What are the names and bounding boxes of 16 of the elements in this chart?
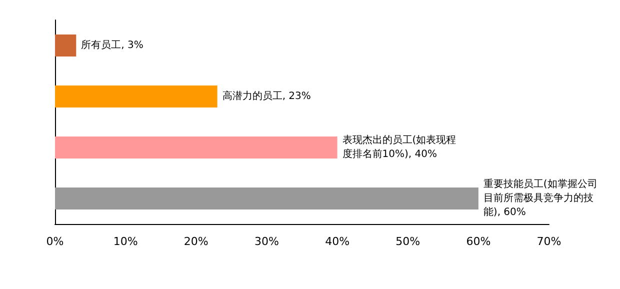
data-label: 所有员工, 3% bbox=[81, 39, 144, 51]
x-tick-label: 30% bbox=[254, 235, 279, 248]
bar bbox=[55, 86, 218, 108]
bar bbox=[55, 136, 338, 158]
x-tick-label: 20% bbox=[184, 235, 208, 248]
x-tick-label: 0% bbox=[46, 235, 64, 248]
x-tick-label: 40% bbox=[325, 235, 350, 248]
x-tick-label: 10% bbox=[113, 235, 138, 248]
bar bbox=[55, 34, 76, 56]
data-label: 表现杰出的员工(如表现程度排名前10%), 40% bbox=[342, 134, 456, 160]
data-label: 高潜力的员工, 23% bbox=[222, 90, 311, 102]
x-tick-label: 70% bbox=[536, 235, 562, 248]
bar bbox=[55, 188, 478, 210]
x-tick-label: 50% bbox=[396, 235, 420, 248]
x-tick-label: 60% bbox=[466, 235, 491, 248]
data-label: 重要技能员工(如掌握公司目前所需极具竞争力的技能), 60% bbox=[483, 178, 598, 218]
